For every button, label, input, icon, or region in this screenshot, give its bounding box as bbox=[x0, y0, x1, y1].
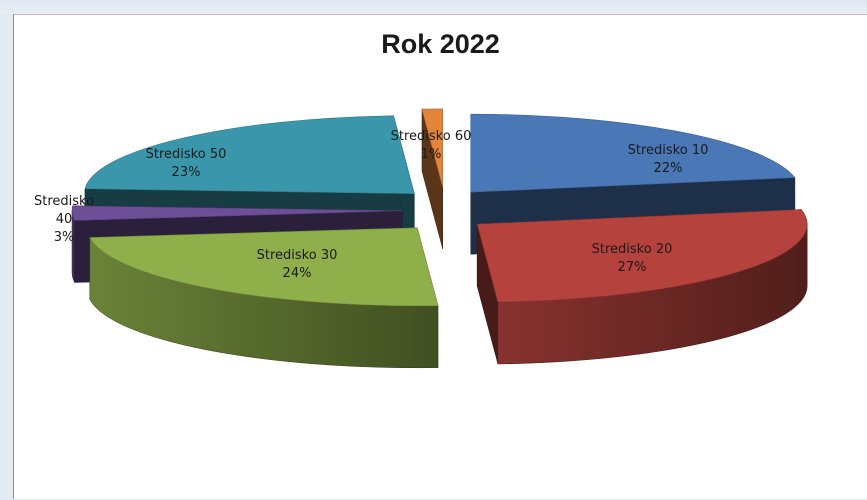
slice-top bbox=[476, 209, 808, 303]
data-label-stredisko-50: Stredisko 50 23% bbox=[146, 147, 227, 180]
slice-top bbox=[89, 227, 439, 307]
chart-area: Rok 2022 Stredisko 10 22% Stredisko 20 27% S… bbox=[13, 14, 867, 499]
slice-stredisko-60 bbox=[421, 108, 443, 249]
slice-top bbox=[71, 205, 403, 221]
data-label-stredisko-20: Stredisko 20 27% bbox=[592, 242, 673, 275]
data-label-stredisko-40: Stredisko 40 3% bbox=[34, 194, 94, 245]
pie-chart: Stredisko 10 22% Stredisko 20 27% Stredisko … bbox=[34, 108, 808, 369]
slice-top bbox=[421, 108, 443, 187]
slice-side bbox=[71, 210, 75, 283]
slice-stredisko-20 bbox=[476, 209, 808, 365]
data-label-stredisko-30: Stredisko 30 24% bbox=[257, 248, 338, 281]
slice-top bbox=[470, 113, 796, 193]
window-top-edge bbox=[0, 0, 867, 14]
data-label-stredisko-10: Stredisko 10 22% bbox=[628, 143, 709, 176]
data-label-stredisko-60: Stredisko 60 1% bbox=[391, 129, 472, 162]
slice-stredisko-30 bbox=[89, 227, 439, 369]
slice-top bbox=[84, 115, 415, 194]
chart-title: Rok 2022 bbox=[381, 29, 500, 59]
